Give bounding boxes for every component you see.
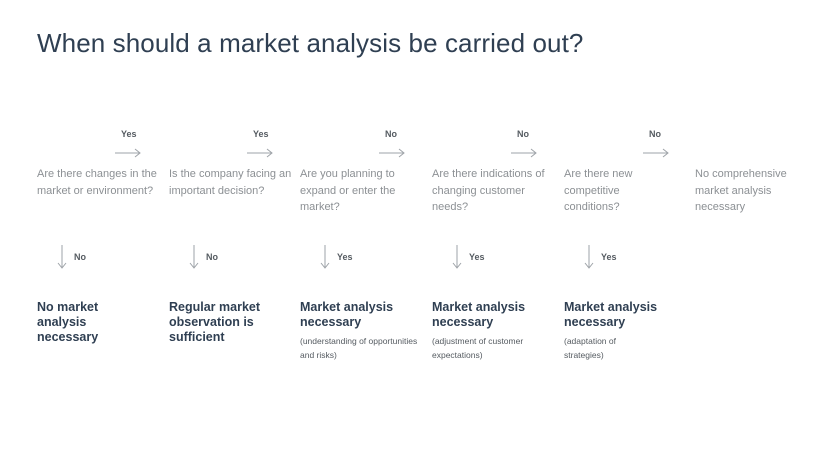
question-1: Are there changes in the market or envir… xyxy=(37,168,157,197)
branch-label-4: Yes xyxy=(469,252,485,262)
outcome-title-2: Regular market observation is sufficient xyxy=(169,300,261,344)
branch-label-1: No xyxy=(74,252,86,262)
branch-label-2: No xyxy=(206,252,218,262)
flow-label-4: No xyxy=(517,129,529,139)
question-5: Are there new competitive conditions? xyxy=(564,168,633,213)
branch-label-5: Yes xyxy=(601,252,617,262)
outcome-title-1: No market analysis necessary xyxy=(37,300,99,344)
question-4: Are there indications of changing custom… xyxy=(432,168,545,213)
branch-label-3: Yes xyxy=(337,252,353,262)
down-arrow-icon xyxy=(452,245,462,269)
right-arrow-icon xyxy=(511,148,537,158)
outcome-note-5: (adaptation of strategies) xyxy=(564,336,616,360)
right-arrow-icon xyxy=(247,148,273,158)
right-arrow-icon xyxy=(115,148,141,158)
outcome-note-3: (understanding of opportunities and risk… xyxy=(300,336,418,360)
final-result: No comprehensive market analysis necessa… xyxy=(695,168,787,213)
right-arrow-icon xyxy=(643,148,669,158)
down-arrow-icon xyxy=(320,245,330,269)
right-arrow-icon xyxy=(379,148,405,158)
down-arrow-icon xyxy=(584,245,594,269)
flow-label-1: Yes xyxy=(121,129,137,139)
outcome-title-5: Market analysis necessary xyxy=(564,300,658,329)
down-arrow-icon xyxy=(189,245,199,269)
question-2: Is the company facing an important decis… xyxy=(169,168,292,197)
flow-label-5: No xyxy=(649,129,661,139)
outcome-title-3: Market analysis necessary xyxy=(300,300,394,329)
question-3: Are you planning to expand or enter the … xyxy=(300,168,396,213)
page-title: When should a market analysis be carried… xyxy=(37,28,584,58)
flow-label-3: No xyxy=(385,129,397,139)
flow-label-2: Yes xyxy=(253,129,269,139)
down-arrow-icon xyxy=(57,245,67,269)
outcome-note-4: (adjustment of customer expectations) xyxy=(432,336,524,360)
outcome-title-4: Market analysis necessary xyxy=(432,300,526,329)
